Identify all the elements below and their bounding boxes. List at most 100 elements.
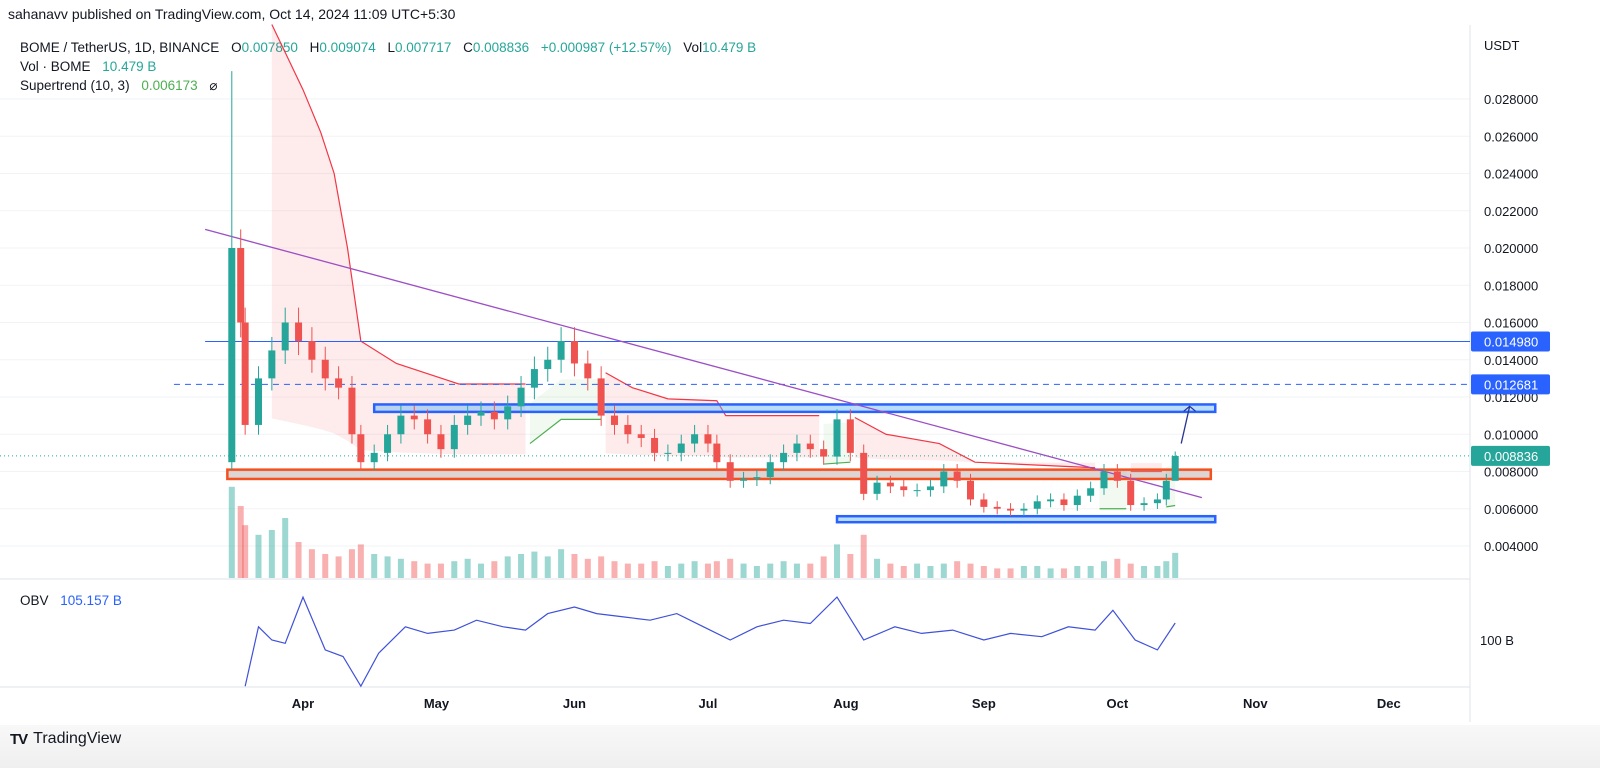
time-tick-label: Jun [563, 696, 586, 711]
projection-arrowhead-icon [1183, 405, 1197, 412]
candle-body [1162, 480, 1170, 500]
obv-value: 105.157 B [60, 593, 122, 608]
volume-bar [611, 561, 618, 578]
volume-bar [793, 563, 800, 578]
vol-value: 10.479 B [702, 40, 757, 55]
candle-body [624, 424, 632, 435]
volume-bar [900, 566, 907, 578]
candle-body [953, 471, 961, 481]
volume-bar [767, 563, 774, 578]
price-tick-label: 0.010000 [1484, 427, 1538, 442]
candle-body [255, 378, 262, 425]
time-tick-label: Aug [833, 696, 858, 711]
level-price-badge [1471, 331, 1550, 352]
candle-body [504, 406, 512, 420]
volume-bar [1020, 566, 1027, 578]
footer: TV TradingView [0, 725, 1600, 768]
price-tick-label: 0.024000 [1484, 167, 1538, 182]
supertrend-row[interactable]: Supertrend (10, 3) 0.006173 ⌀ [20, 76, 756, 95]
candle-body [1007, 508, 1015, 511]
candle-body [980, 499, 988, 507]
supertrend-fill [271, 24, 526, 455]
volume-bar [940, 563, 947, 578]
volume-bar [584, 558, 591, 578]
high-value: 0.009074 [319, 40, 376, 55]
symbol-title[interactable]: BOME / TetherUS, 1D, BINANCE [20, 40, 220, 55]
volume-bar [295, 542, 302, 578]
volume-bar [678, 563, 685, 578]
candle-body [490, 411, 498, 420]
tradingview-logo[interactable]: TV TradingView [10, 730, 121, 748]
price-tick-label: 0.016000 [1484, 316, 1538, 331]
volume-bar [544, 556, 551, 578]
volume-indicator-row[interactable]: Vol · BOME 10.479 B [20, 57, 756, 76]
price-tick-label: 0.020000 [1484, 241, 1538, 256]
candle-body [450, 424, 458, 450]
candle-body [237, 248, 245, 323]
price-tick-label: 0.004000 [1484, 539, 1538, 554]
volume-bar [397, 558, 404, 578]
candle-body [384, 434, 392, 453]
zone-orange [226, 468, 1213, 481]
candle-body [1073, 495, 1081, 506]
volume-bar [927, 566, 934, 578]
volume-bar [255, 534, 262, 578]
close-value: 0.008836 [472, 40, 530, 55]
supertrend-line-down [854, 416, 1096, 469]
tradingview-brand: TradingView [33, 730, 122, 747]
publish-info: sahanavv published on TradingView.com, O… [8, 6, 456, 22]
volume-bar [464, 558, 471, 578]
candle-body [1033, 501, 1041, 509]
hidden-eye-slash-icon[interactable]: ⌀ [209, 78, 218, 93]
time-tick-label: Sep [972, 696, 996, 711]
candle-body [704, 434, 712, 444]
candle-body [410, 415, 418, 420]
volume-bar [1141, 566, 1148, 578]
volume-bar [967, 563, 974, 578]
candle-body [940, 471, 948, 487]
chart-legend: BOME / TetherUS, 1D, BINANCE O0.007850 H… [20, 38, 756, 95]
candle-body [357, 434, 365, 463]
price-chart[interactable]: 0.0040000.0060000.0080000.0100000.012000… [0, 0, 1600, 725]
volume-bar [807, 563, 814, 578]
volume-bar [1060, 568, 1067, 578]
time-tick-label: Jul [699, 696, 718, 711]
candle-body [295, 322, 303, 342]
volume-bar [282, 518, 289, 578]
candle-body [993, 506, 1001, 509]
candle-body [1087, 488, 1095, 496]
volume-bar [638, 563, 645, 578]
volume-bar [624, 563, 631, 578]
volume-bar [847, 554, 854, 578]
volume-bar [348, 549, 355, 578]
volume-bar [504, 556, 511, 578]
open-value: 0.007850 [241, 40, 298, 55]
obv-legend[interactable]: OBV 105.157 B [20, 593, 122, 608]
price-axis-currency: USDT [1484, 38, 1520, 53]
volume-bar [753, 566, 760, 578]
candle-body [557, 341, 565, 360]
candle-body [967, 480, 974, 500]
price-tick-label: 0.008000 [1484, 465, 1538, 480]
candle-body [860, 452, 868, 494]
volume-bar [980, 566, 987, 578]
candle-body [833, 419, 841, 457]
zone-blue [372, 403, 1217, 414]
candle-body [1153, 499, 1161, 504]
volume-bar [1127, 563, 1134, 578]
candle-body [1127, 480, 1135, 506]
volume-bar [558, 549, 565, 578]
candle-body [726, 462, 734, 481]
candle-body [677, 443, 685, 453]
price-tick-label: 0.014000 [1484, 353, 1538, 368]
time-tick-label: Apr [292, 696, 314, 711]
volume-bar [237, 506, 244, 578]
volume-bar [740, 563, 747, 578]
supertrend-fill [605, 372, 820, 458]
candle-body [597, 378, 605, 416]
candle-body [321, 359, 329, 379]
volume-bar [411, 561, 418, 578]
candle-body [820, 449, 828, 457]
candle-body [570, 341, 578, 364]
candle-body [691, 434, 699, 444]
